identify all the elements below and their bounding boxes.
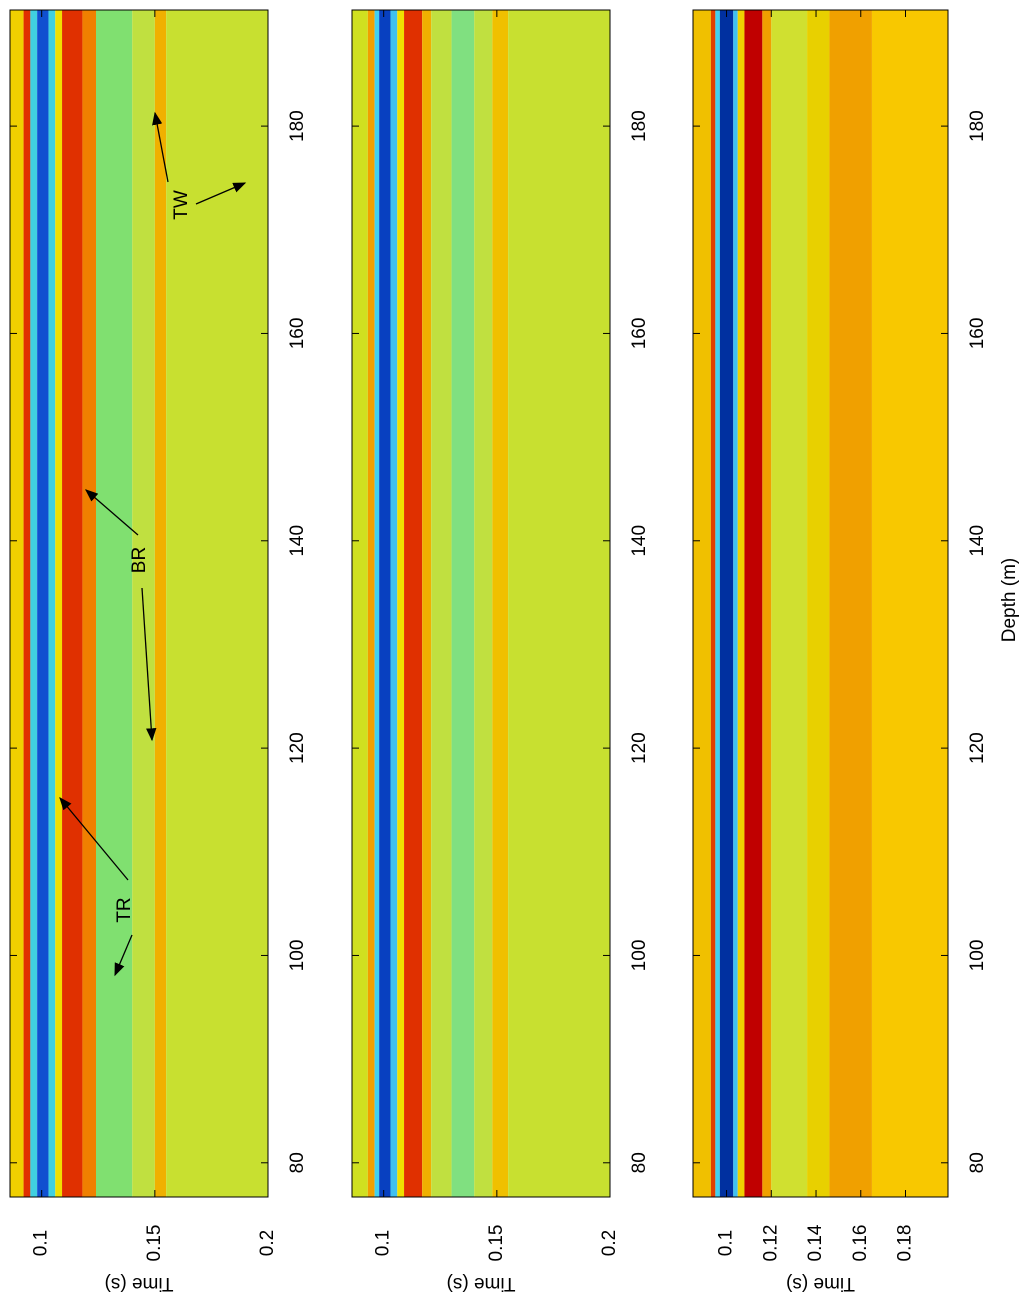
x-tick-label: 80 [287, 1152, 308, 1173]
heat-band [422, 10, 432, 1197]
arrow [152, 111, 169, 183]
x-tick-label: 100 [967, 940, 988, 972]
heat-band [96, 10, 133, 1197]
heat-band [37, 10, 49, 1197]
x-tick-label: 80 [967, 1152, 988, 1173]
heat-band [379, 10, 391, 1197]
arrow [195, 182, 247, 205]
heat-band [474, 10, 493, 1197]
y-tick-label: 0.2 [599, 1230, 620, 1256]
heat-band [829, 10, 872, 1197]
x-tick-label: 160 [967, 318, 988, 350]
heat-band [352, 10, 368, 1197]
heat-band [508, 10, 610, 1197]
x-tick-label: 180 [287, 110, 308, 142]
heat-band [62, 10, 83, 1197]
x-tick-label: 120 [629, 732, 650, 764]
heat-band [397, 10, 405, 1197]
arrow [114, 934, 133, 977]
heat-band [431, 10, 452, 1197]
panel: 0.1 0.15 0.2 80 100 120 140 160 180 Time (s) [9, 9, 308, 1294]
annotation: BR [129, 547, 150, 573]
heat-band [737, 10, 745, 1197]
x-tick-label: 160 [287, 318, 308, 350]
panel: 0.1 0.12 0.14 0.16 0.18 80 100 120 140 160 180 Time… [692, 9, 1020, 1294]
annotations [59, 111, 247, 977]
arrow [85, 489, 139, 536]
heat-band [10, 10, 24, 1197]
heat-band [744, 10, 763, 1197]
arrow [141, 587, 157, 742]
annotation: TR [114, 897, 135, 922]
heat-band [166, 10, 268, 1197]
x-tick-label: 140 [967, 525, 988, 557]
heat-band [390, 10, 398, 1197]
y-tick-label: 0.18 [895, 1225, 916, 1262]
axis-label: Time (s) [105, 1273, 174, 1294]
heat-band [451, 10, 475, 1197]
heat-band [710, 10, 716, 1197]
arrow [59, 796, 129, 881]
x-tick-label: 120 [967, 732, 988, 764]
x-tick-label: 180 [967, 110, 988, 142]
x-tick-label: 120 [287, 732, 308, 764]
heat-band [693, 10, 711, 1197]
panel: 0.1 0.15 0.2 80 100 120 140 160 180 Time (s) [351, 9, 650, 1294]
y-tick-label: 0.14 [805, 1224, 826, 1261]
annotation: TW [171, 190, 192, 220]
x-tick-label: 160 [629, 318, 650, 350]
plot-frame [692, 9, 949, 1198]
heat-band [762, 10, 772, 1197]
heat-band [30, 10, 38, 1197]
heat-band [719, 10, 734, 1197]
heat-band [871, 10, 948, 1197]
x-tick-label: 100 [629, 940, 650, 972]
heat-band [23, 10, 31, 1197]
axis-label: Time (s) [786, 1273, 855, 1294]
x-tick-label: 80 [629, 1152, 650, 1173]
y-tick-label: 0.15 [486, 1225, 507, 1262]
x-tick-label: 140 [629, 525, 650, 557]
heat-band [82, 10, 96, 1197]
heat-band [404, 10, 423, 1197]
x-tick-label: 100 [287, 940, 308, 972]
heat-band [492, 10, 509, 1197]
heat-band [374, 10, 380, 1197]
x-tick-label: 140 [287, 525, 308, 557]
x-tick-label: 180 [629, 110, 650, 142]
y-tick-label: 0.1 [31, 1230, 52, 1256]
plot-frame [9, 9, 269, 1198]
heat-band [55, 10, 63, 1197]
y-tick-label: 0.12 [760, 1225, 781, 1262]
heat-band [733, 10, 738, 1197]
heat-band [367, 10, 375, 1197]
y-tick-label: 0.1 [716, 1230, 737, 1256]
y-tick-label: 0.2 [257, 1230, 278, 1256]
axis-label: Time (s) [447, 1273, 516, 1294]
axis-label: Depth (m) [999, 558, 1020, 642]
heat-band [715, 10, 720, 1197]
heat-band [771, 10, 808, 1197]
plot-frame [351, 9, 611, 1198]
heat-band [154, 10, 167, 1197]
heat-band [48, 10, 56, 1197]
y-tick-label: 0.16 [850, 1225, 871, 1262]
y-tick-label: 0.15 [144, 1225, 165, 1262]
heat-band [807, 10, 830, 1197]
y-tick-label: 0.1 [373, 1230, 394, 1256]
